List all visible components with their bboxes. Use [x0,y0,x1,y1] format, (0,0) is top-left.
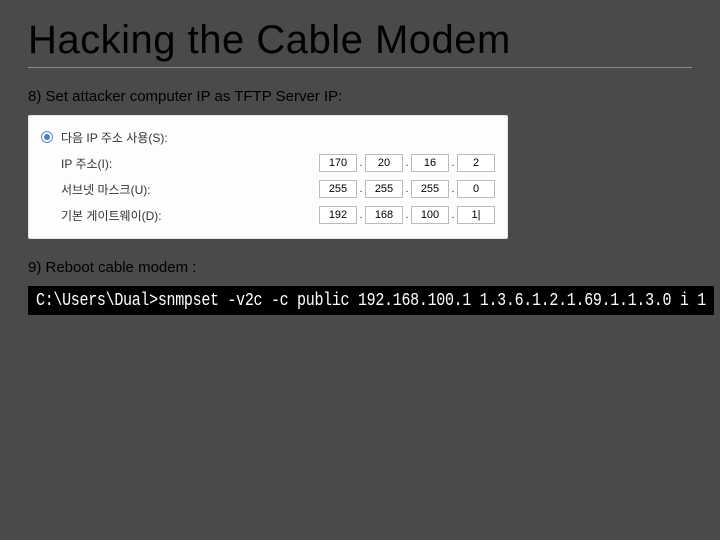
ip-octet[interactable]: 0 [457,180,495,198]
dot-icon: . [403,183,411,195]
ip-octet[interactable]: 255 [365,180,403,198]
ip-address-label: IP 주소(I): [41,155,319,172]
ip-address-fields: 170. 20. 16. 2 [319,154,495,172]
ip-octet[interactable]: 255 [319,180,357,198]
ip-octet[interactable]: 100 [411,206,449,224]
ip-octet[interactable]: 255 [411,180,449,198]
subnet-label: 서브넷 마스크(U): [41,181,319,198]
gateway-row: 기본 게이트웨이(D): 192. 168. 100. 1| [41,202,495,228]
step-8-text: 8) Set attacker computer IP as TFTP Serv… [28,88,692,105]
dot-icon: . [403,209,411,221]
step-9-text: 9) Reboot cable modem : [28,259,692,276]
radio-icon[interactable] [41,131,53,143]
slide-title: Hacking the Cable Modem [28,18,692,63]
terminal-command: C:\Users\Dual>snmpset -v2c -c public 192… [36,290,706,311]
dot-icon: . [403,157,411,169]
ip-octet[interactable]: 20 [365,154,403,172]
subnet-row: 서브넷 마스크(U): 255. 255. 255. 0 [41,176,495,202]
dot-icon: . [357,209,365,221]
title-rule [28,67,692,68]
ip-settings-panel: 다음 IP 주소 사용(S): IP 주소(I): 170. 20. 16. 2… [28,115,508,239]
ip-radio-label: 다음 IP 주소 사용(S): [61,129,495,146]
ip-octet[interactable]: 192 [319,206,357,224]
ip-octet[interactable]: 170 [319,154,357,172]
ip-octet[interactable]: 2 [457,154,495,172]
subnet-fields: 255. 255. 255. 0 [319,180,495,198]
dot-icon: . [357,157,365,169]
ip-address-row: IP 주소(I): 170. 20. 16. 2 [41,150,495,176]
dot-icon: . [449,183,457,195]
gateway-label: 기본 게이트웨이(D): [41,207,319,224]
terminal-screenshot: C:\Users\Dual>snmpset -v2c -c public 192… [28,286,714,315]
gateway-fields: 192. 168. 100. 1| [319,206,495,224]
ip-octet[interactable]: 168 [365,206,403,224]
ip-radio-row: 다음 IP 주소 사용(S): [41,124,495,150]
ip-octet[interactable]: 16 [411,154,449,172]
slide: Hacking the Cable Modem 8) Set attacker … [0,0,720,540]
ip-octet[interactable]: 1| [457,206,495,224]
dot-icon: . [357,183,365,195]
dot-icon: . [449,157,457,169]
dot-icon: . [449,209,457,221]
